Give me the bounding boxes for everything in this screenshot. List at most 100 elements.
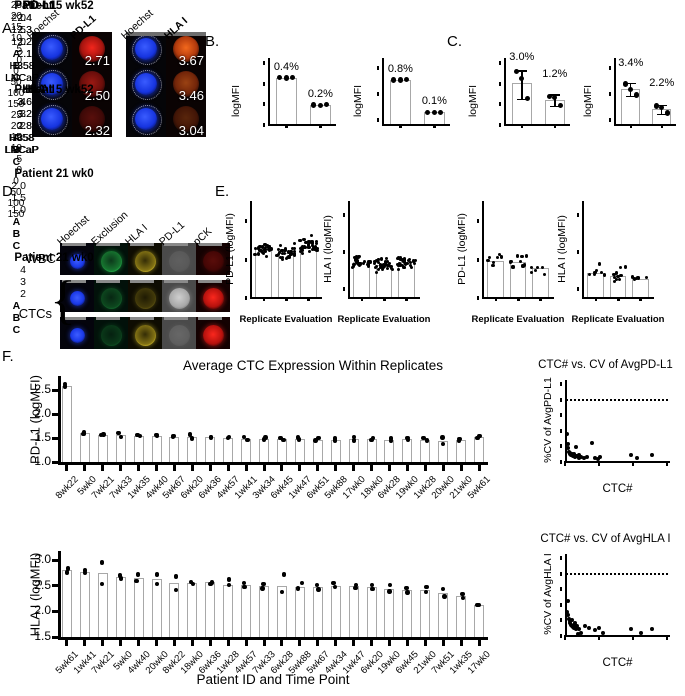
x-tick	[460, 465, 463, 471]
data-point	[296, 586, 300, 590]
y-axis-label: logMFI	[467, 71, 479, 131]
data-point	[264, 248, 267, 251]
channel-image	[128, 317, 162, 349]
y-tick-label: 4	[0, 264, 26, 276]
data-bar	[456, 596, 466, 637]
data-bar	[313, 587, 323, 637]
data-point	[631, 275, 634, 278]
x-tick	[280, 640, 283, 646]
x-tick	[666, 635, 668, 640]
percent-annotation: 0.2%	[296, 88, 344, 100]
data-point	[595, 269, 598, 272]
y-axis-label: HLA I (logMFI)	[28, 520, 43, 670]
data-bar	[205, 437, 215, 462]
y-tick-label: 10	[0, 143, 22, 154]
percent-annotation: 2.2%	[638, 77, 685, 89]
data-point	[116, 431, 120, 435]
data-bar	[331, 586, 341, 637]
data-bar	[205, 582, 215, 637]
cell-outline	[132, 35, 162, 65]
y-tick	[263, 102, 265, 106]
y-tick	[577, 213, 579, 217]
data-point	[520, 255, 523, 258]
data-bar	[295, 439, 305, 462]
data-point	[441, 442, 445, 446]
x-axis	[614, 124, 676, 126]
y-tick	[52, 636, 58, 639]
y-tick	[560, 413, 562, 417]
percent-annotation: 3.4%	[607, 57, 654, 69]
data-bar	[152, 579, 162, 637]
x-tick	[83, 640, 86, 646]
data-point	[171, 434, 175, 438]
y-tick	[477, 258, 479, 262]
data-bar	[98, 435, 108, 462]
x-tick	[630, 124, 633, 128]
y-tick	[560, 603, 562, 607]
data-point	[639, 631, 643, 635]
x-tick	[298, 465, 301, 471]
y-tick	[343, 213, 345, 217]
hoechst-image	[126, 67, 166, 102]
data-point	[66, 566, 70, 570]
y-tick-label: 5	[0, 44, 22, 55]
data-bar	[169, 437, 179, 462]
data-bar	[187, 583, 197, 637]
x-tick	[564, 461, 566, 466]
x-axis	[382, 124, 450, 126]
x-tick	[617, 297, 620, 301]
x-tick	[227, 465, 230, 471]
data-point	[574, 445, 578, 449]
data-bar	[532, 268, 549, 297]
x-axis-label: Replicate Evaluation	[334, 314, 434, 325]
data-point	[373, 260, 376, 263]
data-bar	[632, 279, 649, 297]
percent-annotation: 0.8%	[376, 63, 424, 75]
data-point	[600, 271, 603, 274]
x-tick	[263, 640, 266, 646]
channel-image	[128, 243, 162, 275]
y-tick	[263, 82, 265, 86]
y-tick	[245, 296, 247, 300]
x-tick-label: A	[0, 300, 33, 312]
y-tick	[52, 584, 58, 587]
y-tick-label: 20	[0, 121, 22, 132]
x-tick	[101, 465, 104, 471]
data-point	[442, 594, 446, 598]
data-point	[635, 456, 639, 460]
x-tick-label: 0	[0, 176, 32, 187]
data-point	[100, 560, 104, 564]
y-tick	[52, 413, 58, 416]
x-tick	[245, 465, 248, 471]
y-axis	[504, 58, 506, 124]
y-axis	[482, 201, 484, 297]
data-bar	[134, 436, 144, 462]
panel-e-letter: E.	[215, 183, 229, 200]
data-bar	[384, 589, 394, 637]
x-tick-label: C	[0, 324, 33, 336]
data-point	[598, 455, 602, 459]
data-point	[260, 586, 264, 590]
data-point	[525, 254, 528, 257]
y-tick-label: 25	[0, 110, 22, 121]
data-point	[519, 76, 524, 81]
data-point	[354, 258, 357, 261]
channel-image	[162, 280, 196, 312]
data-point	[585, 455, 589, 459]
y-tick-label: 5	[0, 154, 22, 165]
y-tick	[577, 250, 579, 254]
x-tick	[209, 465, 212, 471]
x-axis	[565, 461, 670, 463]
y-tick-label: 3	[0, 276, 26, 288]
data-point	[257, 252, 260, 255]
cell-blob	[169, 288, 190, 309]
data-bar	[349, 586, 359, 637]
percent-annotation: 0.1%	[410, 95, 458, 107]
x-tick	[119, 465, 122, 471]
cell-blob	[135, 251, 156, 272]
x-tick	[405, 297, 408, 301]
data-point	[516, 254, 519, 257]
data-bar	[295, 587, 305, 637]
data-point	[210, 580, 214, 584]
x-tick	[280, 465, 283, 471]
